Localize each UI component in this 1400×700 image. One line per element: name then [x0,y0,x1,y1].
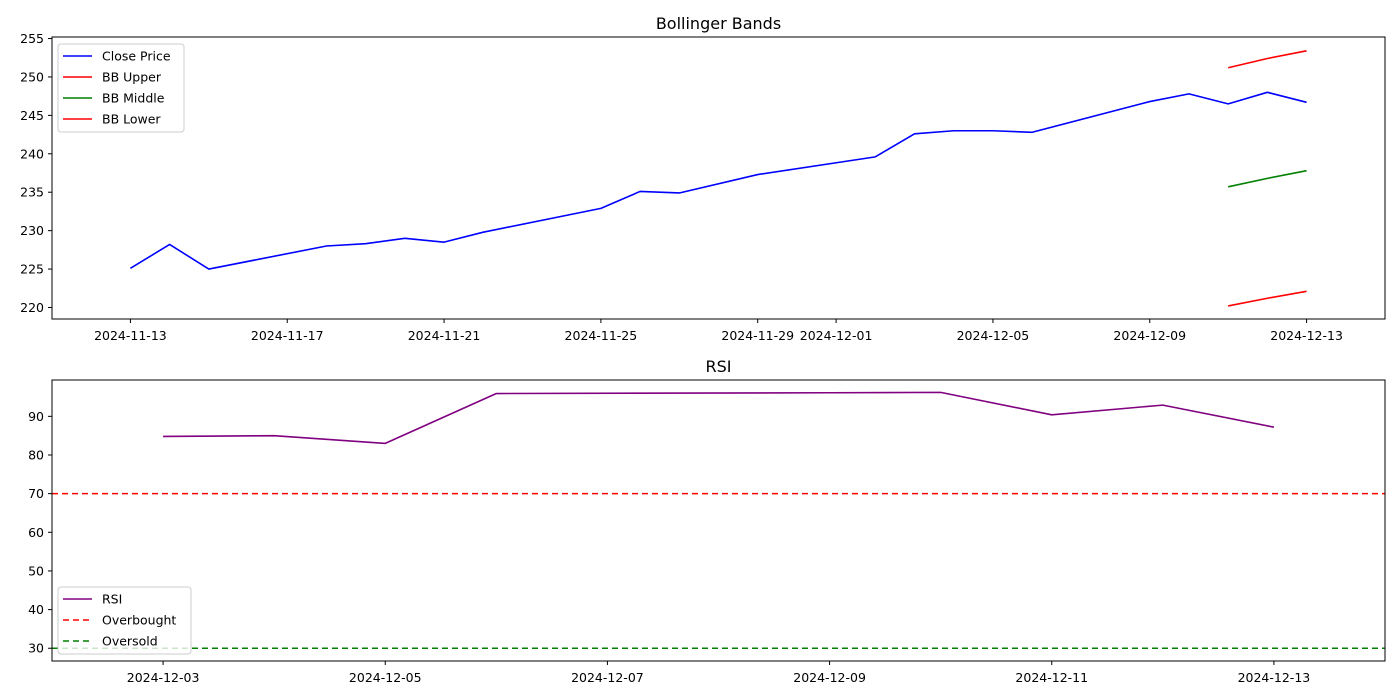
bb-upper-line [1227,50,1307,69]
x-tick-label: 2024-11-21 [408,328,481,343]
legend-label-bb-lower: BB Lower [102,112,161,127]
x-tick-label: 2024-11-17 [251,328,324,343]
legend-label-bb-middle: BB Middle [102,91,165,106]
y-tick-label: 235 [20,185,44,200]
x-tick-label: 2024-12-05 [349,670,422,685]
legend-box [57,586,192,655]
legend-box [57,43,185,133]
y-tick-label: 245 [20,108,44,123]
legend-label-oversold: Oversold [102,634,158,649]
x-tick-label: 2024-12-13 [1238,670,1311,685]
legend: RSI Overbought Oversold [57,586,192,655]
x-tick-label: 2024-12-07 [571,670,644,685]
y-tick-label: 225 [20,262,44,277]
legend-label-overbought: Overbought [102,613,176,628]
x-tick-label: 2024-12-05 [957,328,1030,343]
x-tick-label: 2024-11-25 [565,328,638,343]
x-tick-label: 2024-12-03 [127,670,200,685]
y-tick-label: 90 [28,409,44,424]
y-tick-label: 70 [28,486,44,501]
y-tick-label: 50 [28,563,44,578]
y-tick-label: 220 [20,300,44,315]
axes-frame [51,379,1386,662]
y-tick-label: 230 [20,223,44,238]
legend-label-bb-upper: BB Upper [102,70,162,85]
chart-title: RSI [706,357,732,376]
y-tick-label: 240 [20,146,44,161]
x-tick-label: 2024-11-29 [721,328,794,343]
x-tick-label: 2024-11-13 [94,328,167,343]
x-tick-label: 2024-12-11 [1015,670,1088,685]
bb-middle-line [1228,169,1307,188]
legend: Close Price BB Upper BB Middle BB Lower [57,43,185,133]
axes-frame [51,36,1386,320]
y-tick-label: 80 [28,447,44,462]
rsi-panel: RSI 2024-12-03 2024-12-05 2024-12-07 2024-12… [28,357,1386,685]
x-tick-label: 2024-12-13 [1270,328,1343,343]
plot-area [129,50,1307,307]
y-tick-label: 60 [28,525,44,540]
y-tick-label: 255 [20,31,44,46]
bollinger-bands-panel: Bollinger Bands 2024-11-13 2024-11-17 2024-… [20,14,1386,343]
bb-lower-line [1228,290,1307,307]
x-tick-label: 2024-12-09 [1113,328,1186,343]
y-tick-label: 30 [28,641,44,656]
plot-area [52,391,1385,650]
close-price-line [129,91,1307,270]
chart-title: Bollinger Bands [656,14,781,33]
legend-label-close-price: Close Price [102,49,171,64]
rsi-line [163,391,1275,445]
y-tick-label: 250 [20,69,44,84]
y-tick-label: 40 [28,602,44,617]
x-tick-label: 2024-12-01 [800,328,873,343]
x-tick-label: 2024-12-09 [793,670,866,685]
legend-label-rsi: RSI [102,592,122,607]
